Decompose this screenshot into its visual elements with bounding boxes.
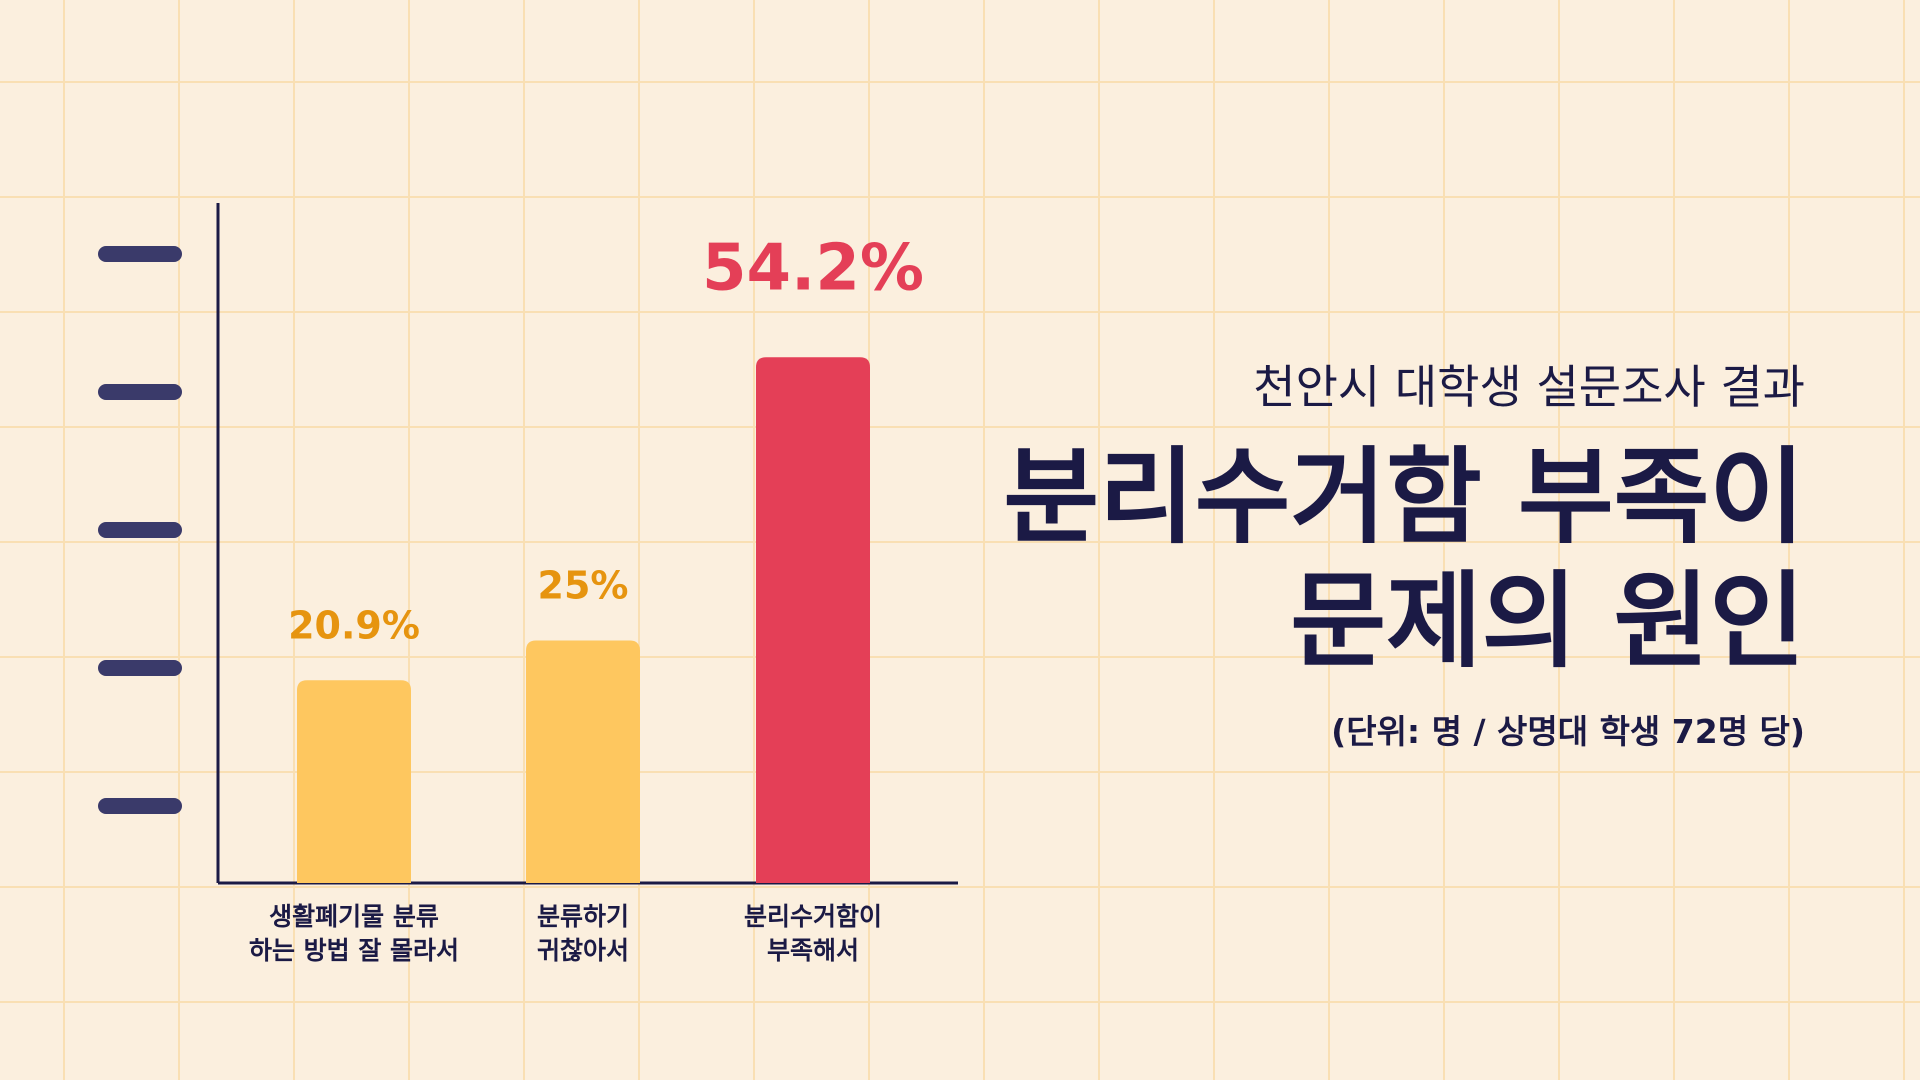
- x-tick-label: 생활폐기물 분류: [269, 902, 439, 931]
- title-block: 천안시 대학생 설문조사 결과 분리수거함 부족이 문제의 원인 (단위: 명 …: [805, 360, 1805, 753]
- chart-headline: 분리수거함 부족이 문제의 원인: [805, 435, 1805, 683]
- bar: [526, 640, 640, 883]
- x-tick-label: 분류하기: [537, 902, 629, 931]
- bar: [297, 680, 411, 883]
- data-label: 20.9%: [288, 603, 420, 647]
- x-tick-label: 분리수거함이: [744, 902, 882, 931]
- x-tick-label: 하는 방법 잘 몰라서: [249, 936, 459, 965]
- data-label: 25%: [538, 564, 629, 608]
- headline-line-1: 분리수거함 부족이: [1003, 436, 1805, 559]
- x-tick-label: 귀찮아서: [537, 936, 629, 965]
- x-tick-label: 부족해서: [767, 936, 859, 965]
- chart-subtitle: 천안시 대학생 설문조사 결과: [1253, 360, 1805, 414]
- bar: [756, 357, 870, 883]
- headline-line-2: 문제의 원인: [1290, 560, 1805, 683]
- data-label: 54.2%: [702, 231, 924, 305]
- unit-note: (단위: 명 / 상명대 학생 72명 당): [1331, 712, 1805, 752]
